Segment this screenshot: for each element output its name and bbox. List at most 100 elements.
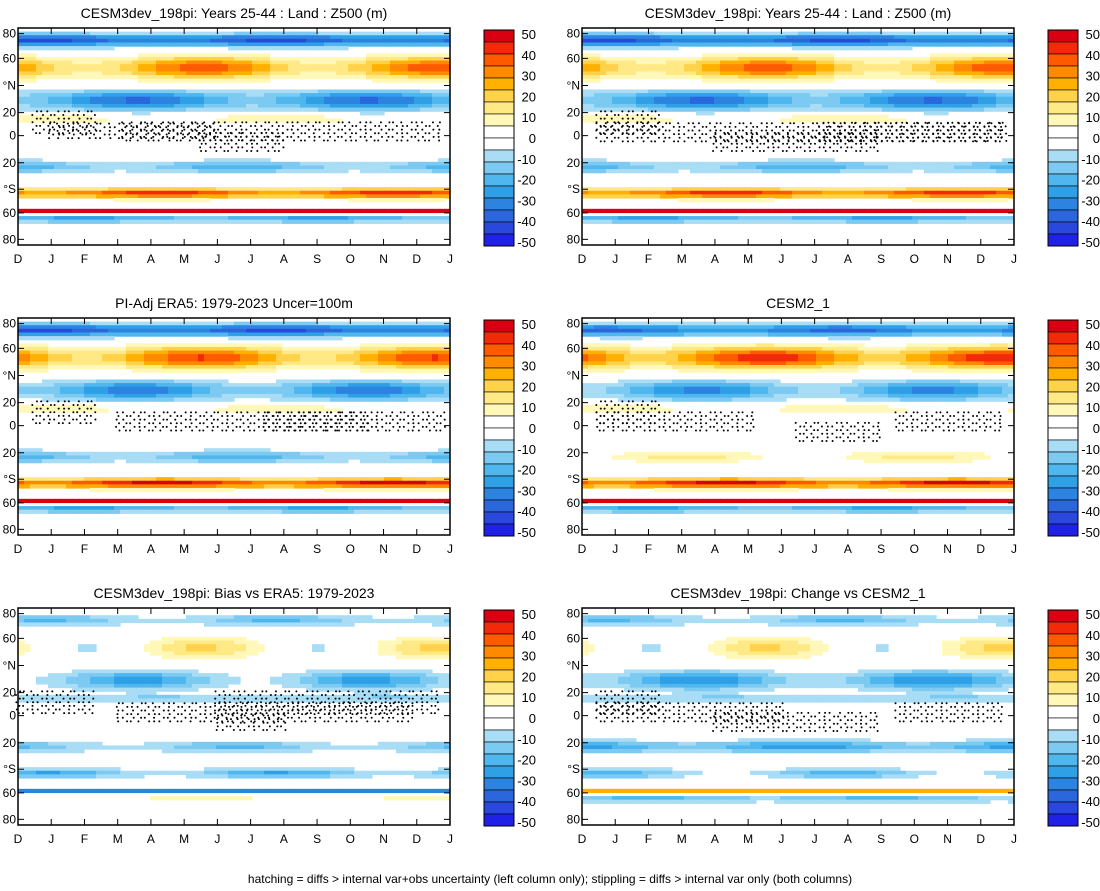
heatmap-cell: [354, 216, 361, 221]
heatmap-cell: [810, 46, 817, 51]
heatmap-cell: [84, 56, 91, 62]
heatmap-cell: [240, 216, 247, 221]
stipple-dot: [781, 122, 784, 125]
heatmap-cell: [390, 31, 397, 36]
heatmap-cell: [114, 216, 121, 221]
heatmap-cell: [882, 100, 889, 105]
heatmap-cell: [702, 165, 709, 170]
heatmap-cell: [930, 75, 937, 80]
heatmap-cell: [102, 46, 109, 51]
heatmap-cell: [708, 31, 715, 36]
heatmap-cell: [750, 93, 757, 98]
stipple-dot: [417, 139, 420, 142]
heatmap-cell: [780, 60, 787, 65]
heatmap-cell: [204, 197, 211, 203]
heatmap-cell: [300, 161, 307, 167]
heatmap-cell: [306, 114, 313, 120]
heatmap-cell: [612, 67, 619, 72]
stipple-dot: [625, 129, 628, 132]
heatmap-cell: [738, 78, 745, 83]
stipple-dot: [77, 110, 80, 113]
heatmap-cell: [174, 190, 181, 195]
heatmap-cell: [54, 31, 61, 36]
heatmap-cell: [408, 60, 415, 65]
stipple-dot: [250, 131, 253, 134]
stipple-dot: [291, 125, 294, 128]
heatmap-cell: [594, 75, 601, 80]
heatmap-cell: [54, 169, 61, 174]
heatmap-cell: [822, 31, 829, 36]
stipple-dot: [167, 121, 170, 124]
heatmap-cell: [678, 219, 685, 224]
heatmap-cell: [414, 38, 421, 44]
heatmap-cell: [270, 75, 277, 80]
stipple-dot: [329, 135, 332, 138]
heatmap-cell: [102, 42, 109, 47]
heatmap-cell: [858, 31, 865, 36]
heatmap-cell: [306, 194, 313, 199]
heatmap-cell: [384, 42, 391, 47]
stipple-dot: [838, 129, 841, 132]
heatmap-cell: [354, 38, 361, 44]
heatmap-cell: [882, 103, 889, 109]
stipple-dot: [400, 139, 403, 142]
heatmap-cell: [1008, 100, 1015, 105]
heatmap-cell: [78, 165, 85, 170]
heatmap-cell: [204, 158, 211, 163]
heatmap-cell: [294, 187, 301, 192]
stipple-dot: [62, 121, 65, 124]
heatmap-cell: [942, 96, 949, 101]
heatmap-cell: [876, 93, 883, 98]
heatmap-cell: [114, 93, 121, 98]
heatmap-cell: [846, 60, 853, 65]
heatmap-cell: [654, 56, 661, 62]
heatmap-cell: [246, 107, 253, 112]
heatmap-cell: [90, 71, 97, 76]
heatmap-cell: [846, 216, 853, 221]
heatmap-cell: [36, 35, 43, 40]
heatmap-cell: [114, 103, 121, 109]
stipple-dot: [180, 122, 183, 125]
stipple-dot: [166, 128, 169, 131]
heatmap-cell: [384, 67, 391, 72]
heatmap-cell: [924, 64, 931, 69]
heatmap-cell: [642, 56, 649, 62]
heatmap-cell: [978, 187, 985, 192]
heatmap-cell: [642, 64, 649, 69]
heatmap-cell: [252, 187, 259, 192]
stipple-dot: [802, 129, 805, 132]
heatmap-cell: [666, 165, 673, 170]
heatmap-cell: [942, 208, 949, 214]
heatmap-cell: [384, 89, 391, 94]
heatmap-cell: [996, 42, 1003, 47]
heatmap-cell: [960, 42, 967, 47]
heatmap-cell: [660, 75, 667, 80]
heatmap-cell: [588, 165, 595, 170]
heatmap-cell: [774, 187, 781, 192]
heatmap-cell: [168, 219, 175, 224]
stipple-dot: [424, 139, 427, 142]
heatmap-cell: [384, 219, 391, 224]
heatmap-cell: [714, 107, 721, 112]
stipple-dot: [183, 135, 186, 138]
heatmap-cell: [630, 38, 637, 44]
heatmap-cell: [30, 64, 37, 69]
heatmap-cell: [54, 67, 61, 72]
stipple-dot: [187, 125, 190, 128]
heatmap-cell: [612, 165, 619, 170]
heatmap-cell: [666, 71, 673, 76]
heatmap-cell: [18, 71, 25, 76]
heatmap-cell: [612, 96, 619, 101]
heatmap-cell: [90, 219, 97, 224]
stipple-dot: [42, 121, 45, 124]
stipple-dot: [169, 122, 172, 125]
heatmap-cell: [726, 71, 733, 76]
heatmap-cell: [150, 42, 157, 47]
heatmap-cell: [420, 89, 427, 94]
heatmap-cell: [414, 78, 421, 83]
heatmap-cell: [696, 208, 703, 214]
heatmap-cell: [588, 67, 595, 72]
heatmap-cell: [690, 56, 697, 62]
heatmap-cell: [660, 219, 667, 224]
heatmap-cell: [18, 64, 25, 69]
